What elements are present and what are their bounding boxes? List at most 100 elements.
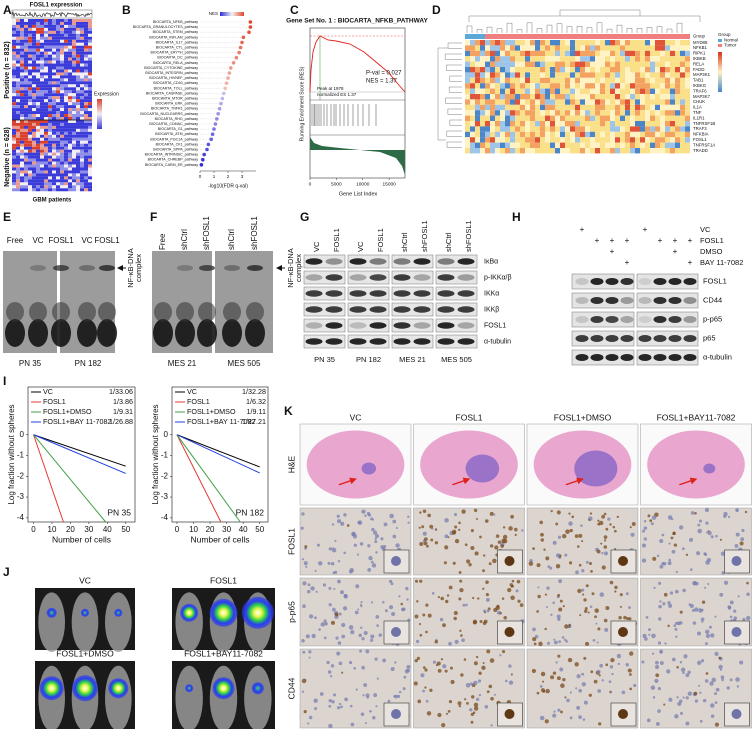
heat-cell bbox=[505, 50, 510, 57]
heat-cell bbox=[36, 119, 40, 123]
heat-cell bbox=[32, 134, 36, 138]
heat-cell bbox=[32, 72, 36, 76]
heat-cell bbox=[645, 45, 650, 51]
heat-cell bbox=[80, 179, 84, 183]
heat-cell bbox=[530, 40, 535, 46]
heat-cell bbox=[76, 42, 80, 46]
heat-cell bbox=[32, 90, 36, 94]
heat-cell bbox=[56, 45, 60, 49]
heat-cell bbox=[685, 50, 690, 57]
heat-cell bbox=[500, 83, 505, 89]
heat-cell bbox=[620, 110, 625, 116]
cell bbox=[578, 563, 582, 567]
cell bbox=[342, 606, 348, 611]
heat-cell bbox=[56, 48, 60, 52]
heat-cell bbox=[490, 77, 495, 84]
heat-cell bbox=[64, 122, 68, 126]
protein-label: IκBα bbox=[484, 258, 498, 265]
heat-cell bbox=[480, 72, 485, 78]
heat-cell bbox=[64, 60, 68, 64]
heat-cell bbox=[515, 126, 520, 132]
cell bbox=[726, 686, 730, 690]
heat-cell bbox=[36, 42, 40, 46]
heat-cell bbox=[48, 93, 52, 97]
cell bbox=[659, 661, 664, 666]
band bbox=[349, 306, 367, 313]
heat-cell bbox=[72, 173, 76, 177]
heat-cell bbox=[510, 104, 515, 111]
heat-cell bbox=[64, 42, 68, 46]
heat-cell bbox=[640, 126, 645, 132]
heat-cell bbox=[645, 83, 650, 89]
heat-cell bbox=[610, 131, 615, 138]
heat-cell bbox=[535, 83, 540, 89]
cell bbox=[350, 722, 355, 727]
heat-cell bbox=[16, 63, 20, 67]
heat-cell bbox=[88, 27, 92, 31]
group-cell bbox=[520, 34, 525, 39]
heat-cell bbox=[80, 36, 84, 40]
group-cell bbox=[670, 34, 675, 39]
heat-cell bbox=[80, 45, 84, 49]
cell bbox=[367, 513, 372, 517]
heat-cell bbox=[615, 88, 620, 94]
heat-cell bbox=[640, 40, 645, 46]
heat-cell bbox=[660, 99, 665, 105]
heat-cell bbox=[650, 77, 655, 84]
heat-cell bbox=[565, 110, 570, 116]
heat-cell bbox=[620, 83, 625, 89]
cell bbox=[707, 582, 710, 586]
x-axis-label: -log10(FDR q-val) bbox=[208, 183, 248, 189]
heat-cell bbox=[485, 77, 490, 84]
heat-cell bbox=[88, 63, 92, 67]
y-tick-label: -1 bbox=[161, 451, 169, 460]
heat-cell bbox=[655, 72, 660, 78]
heat-cell bbox=[525, 148, 530, 154]
heat-cell bbox=[680, 50, 685, 57]
heat-cell bbox=[475, 137, 480, 143]
heat-cell bbox=[480, 88, 485, 94]
heat-cell bbox=[16, 111, 20, 115]
cell-line-label: MES 21 bbox=[399, 355, 426, 364]
heat-cell bbox=[595, 67, 600, 73]
cell bbox=[401, 607, 405, 612]
cell bbox=[380, 544, 385, 549]
heat-cell bbox=[485, 121, 490, 127]
heat-cell bbox=[20, 24, 24, 28]
row-label: NFKBIA bbox=[693, 132, 709, 137]
heat-cell bbox=[12, 63, 16, 67]
cell bbox=[375, 615, 380, 619]
heat-cell bbox=[88, 125, 92, 129]
cell bbox=[493, 693, 497, 696]
heat-cell bbox=[680, 115, 685, 121]
heat-cell bbox=[48, 173, 52, 177]
heat-cell bbox=[36, 173, 40, 177]
legend-label: FOSL1+BAY 11-7082 bbox=[187, 417, 256, 426]
heat-cell bbox=[16, 161, 20, 165]
heat-cell bbox=[465, 110, 470, 116]
heat-cell bbox=[76, 134, 80, 138]
heat-cell bbox=[550, 137, 555, 143]
heat-cell bbox=[655, 104, 660, 111]
heat-cell bbox=[580, 83, 585, 89]
cell bbox=[736, 509, 739, 512]
heat-cell bbox=[64, 24, 68, 28]
cell bbox=[479, 619, 483, 624]
cell bbox=[485, 580, 489, 584]
heat-cell bbox=[72, 185, 76, 189]
complex-band bbox=[99, 265, 115, 271]
heat-cell bbox=[36, 125, 40, 129]
heat-cell bbox=[560, 121, 565, 127]
group-cell bbox=[635, 34, 640, 39]
cell bbox=[723, 514, 727, 519]
band bbox=[325, 290, 343, 297]
heat-cell bbox=[510, 137, 515, 143]
cell bbox=[729, 615, 733, 619]
column-header: FOSL1+BAY11-7082 bbox=[657, 412, 736, 422]
heat-cell bbox=[530, 45, 535, 51]
cell bbox=[621, 690, 626, 695]
cell bbox=[603, 512, 607, 516]
heat-cell bbox=[520, 67, 525, 73]
heat-cell bbox=[650, 115, 655, 121]
heat-cell bbox=[60, 66, 64, 70]
